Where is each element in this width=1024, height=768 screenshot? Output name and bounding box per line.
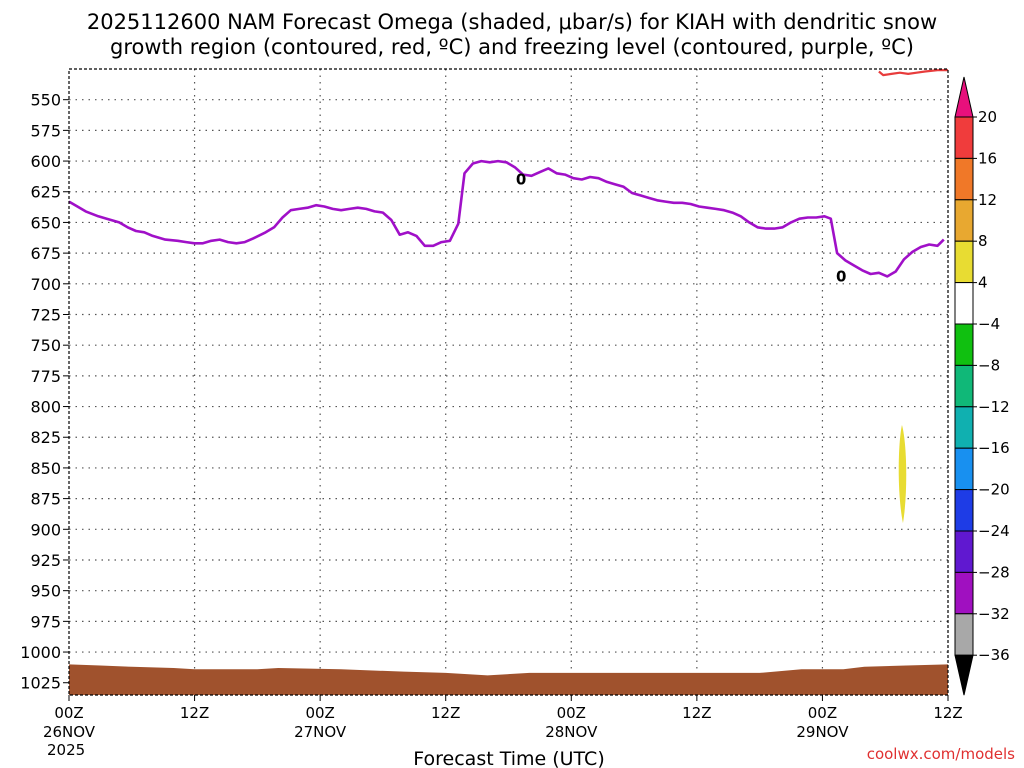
- colorbar-top-arrow: [954, 76, 974, 118]
- y-axis-pressure: 550 575 600 625 650 675 700 725 750 775 800 825 850 8…: [20, 91, 69, 693]
- colorbar-label: 12: [978, 191, 997, 209]
- x-tick-label: 12Z: [933, 704, 962, 722]
- colorbar-swatch: [954, 323, 974, 366]
- plot-gridlines: [69, 69, 948, 695]
- colorbar-swatch: [954, 406, 974, 449]
- freezing-level-contour-label: 0: [836, 267, 846, 285]
- omega-colorbar: 20 16 12 8 4 −4 −8 −12 −16 −20 −24 −28 −32 −36: [954, 76, 1010, 696]
- x-tick-date: 27NOV: [294, 723, 347, 741]
- y-tick-label: 575: [30, 121, 61, 140]
- dgz-contour: [878, 69, 948, 77]
- colorbar-label: −4: [978, 315, 1000, 333]
- y-tick-label: 850: [30, 459, 61, 478]
- y-tick-label: 725: [30, 305, 61, 324]
- colorbar-swatch: [954, 613, 974, 656]
- x-axis-title: Forecast Time (UTC): [413, 748, 604, 768]
- colorbar-label: −8: [978, 356, 1000, 374]
- colorbar-swatch: [954, 282, 974, 325]
- y-tick-label: 650: [30, 213, 61, 232]
- freezing-level-contour-label: 0: [516, 170, 526, 188]
- colorbar-label: −16: [978, 439, 1010, 457]
- colorbar-swatch: [954, 530, 974, 573]
- x-tick-label: 00Z: [54, 704, 83, 722]
- y-tick-label: 600: [30, 152, 61, 171]
- colorbar-label: 4: [978, 274, 988, 292]
- y-tick-label: 875: [30, 490, 61, 509]
- y-tick-label: 900: [30, 520, 61, 539]
- colorbar-label: −12: [978, 398, 1010, 416]
- chart-title-line2: growth region (contoured, red, ºC) and f…: [110, 35, 914, 59]
- colorbar-swatch: [954, 489, 974, 532]
- colorbar-label: 20: [978, 108, 997, 126]
- colorbar-label: 16: [978, 149, 997, 167]
- x-tick-date: 29NOV: [796, 723, 849, 741]
- contour-lines: 00: [68, 69, 948, 285]
- y-tick-label: 1000: [20, 643, 61, 662]
- y-tick-label: 625: [30, 183, 61, 202]
- colorbar-label: −28: [978, 563, 1010, 581]
- omega-shaded-areas: [898, 424, 907, 524]
- y-tick-label: 825: [30, 428, 61, 447]
- y-tick-label: 975: [30, 612, 61, 631]
- colorbar-swatch: [954, 157, 974, 201]
- y-tick-label: 1025: [20, 674, 61, 693]
- freezing-level-contour: [68, 159, 945, 278]
- x-tick-date: 26NOV: [43, 723, 96, 741]
- colorbar-label: −20: [978, 481, 1010, 499]
- plot-frame: [68, 68, 949, 696]
- colorbar-swatch: [954, 240, 974, 284]
- y-tick-label: 800: [30, 398, 61, 417]
- y-tick-label: 925: [30, 551, 61, 570]
- x-tick-label: 00Z: [557, 704, 586, 722]
- terrain-fill: [69, 664, 948, 695]
- credit-link[interactable]: coolwx.com/models: [867, 745, 1015, 763]
- y-tick-label: 775: [30, 367, 61, 386]
- x-tick-label: 00Z: [305, 704, 334, 722]
- colorbar-swatch: [954, 447, 974, 491]
- colorbar-swatch: [954, 571, 974, 615]
- x-tick-label: 00Z: [808, 704, 837, 722]
- y-tick-label: 550: [30, 91, 61, 110]
- x-tick-date: 28NOV: [545, 723, 598, 741]
- x-tick-label: 12Z: [431, 704, 460, 722]
- y-tick-label: 950: [30, 582, 61, 601]
- chart-title-line1: 2025112600 NAM Forecast Omega (shaded, μ…: [87, 10, 937, 34]
- terrain-surface: [69, 664, 948, 695]
- colorbar-label: −36: [978, 646, 1010, 664]
- colorbar-swatch: [954, 364, 974, 408]
- colorbar-bottom-arrow: [954, 654, 974, 696]
- colorbar-swatch: [954, 116, 974, 159]
- colorbar-label: 8: [978, 232, 988, 250]
- colorbar-label: −32: [978, 605, 1010, 623]
- x-tick-year: 2025: [47, 741, 85, 759]
- y-tick-label: 675: [30, 244, 61, 263]
- y-tick-label: 700: [30, 275, 61, 294]
- y-tick-label: 750: [30, 336, 61, 355]
- colorbar-swatch: [954, 199, 974, 242]
- x-tick-label: 12Z: [682, 704, 711, 722]
- omega-shaded-region: [898, 424, 907, 524]
- colorbar-label: −24: [978, 522, 1010, 540]
- x-tick-label: 12Z: [180, 704, 209, 722]
